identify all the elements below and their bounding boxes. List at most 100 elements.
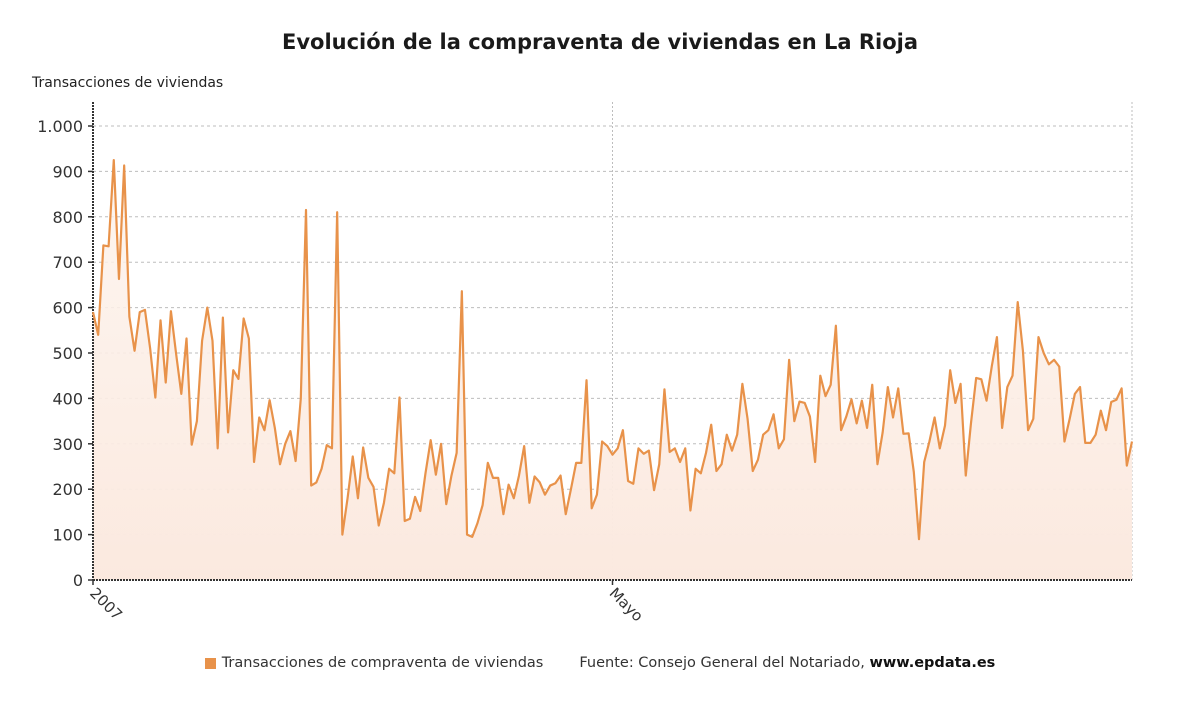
data-point[interactable] xyxy=(137,310,142,315)
data-point[interactable] xyxy=(579,460,584,465)
data-point[interactable] xyxy=(1078,385,1083,390)
data-point[interactable] xyxy=(153,395,158,400)
data-point[interactable] xyxy=(641,451,646,456)
data-point[interactable] xyxy=(818,373,823,378)
data-point[interactable] xyxy=(272,425,277,430)
data-point[interactable] xyxy=(553,481,558,486)
data-point[interactable] xyxy=(350,454,355,459)
data-point[interactable] xyxy=(532,474,537,479)
data-point[interactable] xyxy=(755,457,760,462)
data-point[interactable] xyxy=(802,400,807,405)
data-point[interactable] xyxy=(911,469,916,474)
data-point[interactable] xyxy=(184,336,189,341)
data-point[interactable] xyxy=(148,346,153,351)
data-point[interactable] xyxy=(787,357,792,362)
data-point[interactable] xyxy=(854,421,859,426)
data-point[interactable] xyxy=(693,466,698,471)
data-point[interactable] xyxy=(496,475,501,480)
data-point[interactable] xyxy=(953,400,958,405)
data-point[interactable] xyxy=(194,419,199,424)
data-point[interactable] xyxy=(1052,357,1057,362)
data-point[interactable] xyxy=(335,210,340,215)
data-point[interactable] xyxy=(304,207,309,212)
data-point[interactable] xyxy=(278,462,283,467)
data-point[interactable] xyxy=(1119,386,1124,391)
data-point[interactable] xyxy=(870,382,875,387)
data-point[interactable] xyxy=(1036,335,1041,340)
data-point[interactable] xyxy=(615,446,620,451)
data-point[interactable] xyxy=(589,506,594,511)
data-point[interactable] xyxy=(465,532,470,537)
data-point[interactable] xyxy=(293,459,298,464)
data-point[interactable] xyxy=(433,472,438,477)
data-point[interactable] xyxy=(1000,425,1005,430)
data-point[interactable] xyxy=(1104,428,1109,433)
data-point[interactable] xyxy=(906,431,911,436)
data-point[interactable] xyxy=(724,432,729,437)
data-point[interactable] xyxy=(506,482,511,487)
data-point[interactable] xyxy=(605,444,610,449)
data-point[interactable] xyxy=(963,473,968,478)
data-point[interactable] xyxy=(439,441,444,446)
data-point[interactable] xyxy=(418,508,423,513)
data-point[interactable] xyxy=(1124,463,1129,468)
data-point[interactable] xyxy=(262,428,267,433)
data-point[interactable] xyxy=(709,422,714,427)
data-point[interactable] xyxy=(127,314,132,319)
data-point[interactable] xyxy=(979,377,984,382)
data-point[interactable] xyxy=(174,351,179,356)
data-point[interactable] xyxy=(1031,416,1036,421)
data-point[interactable] xyxy=(116,277,121,282)
data-point[interactable] xyxy=(927,439,932,444)
data-point[interactable] xyxy=(948,368,953,373)
data-point[interactable] xyxy=(849,397,854,402)
data-point[interactable] xyxy=(781,437,786,442)
data-point[interactable] xyxy=(1005,385,1010,390)
data-point[interactable] xyxy=(407,516,412,521)
data-point[interactable] xyxy=(454,450,459,455)
data-point[interactable] xyxy=(1041,351,1046,356)
data-point[interactable] xyxy=(766,428,771,433)
data-point[interactable] xyxy=(1062,439,1067,444)
data-point[interactable] xyxy=(459,289,464,294)
data-point[interactable] xyxy=(922,459,927,464)
data-point[interactable] xyxy=(994,335,999,340)
data-point[interactable] xyxy=(361,445,366,450)
data-point[interactable] xyxy=(423,471,428,476)
data-point[interactable] xyxy=(937,446,942,451)
data-point[interactable] xyxy=(355,496,360,501)
data-point[interactable] xyxy=(1109,400,1114,405)
data-point[interactable] xyxy=(1098,408,1103,413)
data-point[interactable] xyxy=(122,163,127,168)
data-point[interactable] xyxy=(792,419,797,424)
data-point[interactable] xyxy=(542,492,547,497)
data-point[interactable] xyxy=(1088,440,1093,445)
data-point[interactable] xyxy=(698,471,703,476)
data-point[interactable] xyxy=(91,310,96,315)
data-point[interactable] xyxy=(376,523,381,528)
data-point[interactable] xyxy=(646,448,651,453)
data-point[interactable] xyxy=(833,323,838,328)
data-point[interactable] xyxy=(205,305,210,310)
data-point[interactable] xyxy=(189,442,194,447)
data-point[interactable] xyxy=(875,462,880,467)
data-point[interactable] xyxy=(324,443,329,448)
data-point[interactable] xyxy=(288,429,293,434)
data-point[interactable] xyxy=(714,469,719,474)
data-point[interactable] xyxy=(163,380,168,385)
data-point[interactable] xyxy=(844,414,849,419)
data-point[interactable] xyxy=(797,399,802,404)
data-point[interactable] xyxy=(252,459,257,464)
data-point[interactable] xyxy=(366,475,371,480)
data-point[interactable] xyxy=(1067,416,1072,421)
data-point[interactable] xyxy=(283,441,288,446)
data-point[interactable] xyxy=(828,382,833,387)
data-point[interactable] xyxy=(813,459,818,464)
data-point[interactable] xyxy=(1046,362,1051,367)
data-point[interactable] xyxy=(236,376,241,381)
data-point[interactable] xyxy=(298,396,303,401)
data-point[interactable] xyxy=(329,446,334,451)
data-point[interactable] xyxy=(101,243,106,248)
data-point[interactable] xyxy=(470,534,475,539)
data-point[interactable] xyxy=(522,444,527,449)
